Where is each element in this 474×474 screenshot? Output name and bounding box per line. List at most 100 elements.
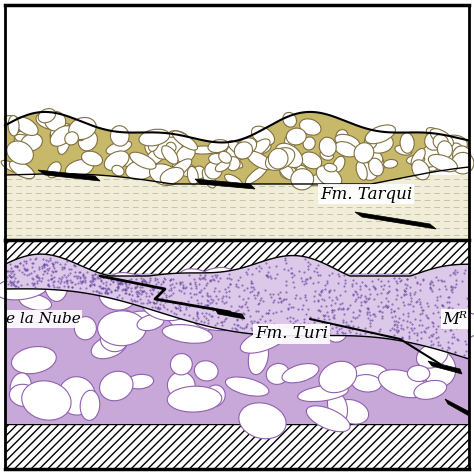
Ellipse shape — [249, 139, 270, 156]
Text: Fm. Turi: Fm. Turi — [255, 326, 328, 343]
Ellipse shape — [369, 158, 383, 176]
Ellipse shape — [336, 400, 369, 424]
Text: Mᴿ: Mᴿ — [443, 310, 467, 328]
Polygon shape — [428, 361, 462, 374]
Ellipse shape — [428, 155, 457, 172]
Ellipse shape — [21, 134, 42, 151]
Text: Fm. Tarqui: Fm. Tarqui — [320, 185, 412, 202]
Ellipse shape — [99, 279, 137, 310]
Ellipse shape — [100, 371, 133, 401]
Ellipse shape — [106, 141, 132, 155]
Ellipse shape — [0, 276, 49, 300]
Ellipse shape — [78, 130, 98, 151]
Ellipse shape — [236, 138, 256, 155]
Ellipse shape — [308, 174, 329, 186]
Polygon shape — [38, 170, 100, 181]
Ellipse shape — [168, 159, 192, 179]
Ellipse shape — [252, 126, 274, 146]
Ellipse shape — [208, 139, 228, 153]
Ellipse shape — [74, 317, 96, 340]
Ellipse shape — [370, 133, 386, 144]
Ellipse shape — [202, 168, 216, 188]
Ellipse shape — [414, 381, 447, 400]
Ellipse shape — [228, 141, 249, 157]
Ellipse shape — [352, 374, 382, 392]
Ellipse shape — [301, 152, 322, 169]
Ellipse shape — [234, 142, 253, 159]
Ellipse shape — [160, 167, 184, 184]
Ellipse shape — [225, 174, 243, 187]
Ellipse shape — [402, 320, 456, 335]
Ellipse shape — [65, 132, 78, 145]
Ellipse shape — [69, 118, 96, 139]
Ellipse shape — [247, 143, 271, 155]
Ellipse shape — [356, 161, 367, 180]
Ellipse shape — [148, 133, 160, 152]
Ellipse shape — [194, 361, 218, 381]
Ellipse shape — [219, 151, 231, 163]
Ellipse shape — [265, 148, 295, 170]
Ellipse shape — [438, 141, 453, 158]
Ellipse shape — [286, 128, 306, 145]
Ellipse shape — [111, 149, 134, 167]
Ellipse shape — [306, 406, 350, 432]
Ellipse shape — [100, 328, 127, 352]
Ellipse shape — [58, 377, 95, 415]
Ellipse shape — [268, 148, 288, 169]
Ellipse shape — [171, 354, 192, 375]
Ellipse shape — [126, 160, 156, 180]
Polygon shape — [215, 309, 245, 319]
Ellipse shape — [266, 364, 289, 384]
Ellipse shape — [145, 137, 169, 157]
Ellipse shape — [127, 374, 154, 389]
Ellipse shape — [364, 136, 377, 150]
Ellipse shape — [50, 124, 75, 142]
Ellipse shape — [10, 373, 31, 401]
Ellipse shape — [319, 361, 356, 392]
Ellipse shape — [110, 126, 129, 146]
Ellipse shape — [319, 137, 336, 156]
Ellipse shape — [203, 292, 235, 325]
Ellipse shape — [130, 152, 156, 169]
Ellipse shape — [295, 165, 309, 186]
Ellipse shape — [149, 164, 179, 185]
Ellipse shape — [167, 372, 195, 399]
Ellipse shape — [172, 131, 198, 150]
Ellipse shape — [14, 131, 31, 146]
Ellipse shape — [173, 162, 200, 177]
Ellipse shape — [282, 364, 319, 383]
Ellipse shape — [112, 165, 124, 176]
Ellipse shape — [178, 269, 223, 300]
Ellipse shape — [7, 141, 33, 164]
Ellipse shape — [167, 386, 222, 412]
Ellipse shape — [1, 160, 23, 174]
Text: e la Nube: e la Nube — [6, 312, 81, 326]
Ellipse shape — [166, 142, 176, 152]
Ellipse shape — [298, 385, 348, 401]
Ellipse shape — [4, 116, 30, 131]
Ellipse shape — [141, 290, 190, 320]
Ellipse shape — [336, 129, 348, 142]
Ellipse shape — [258, 269, 288, 286]
Ellipse shape — [22, 381, 71, 420]
Ellipse shape — [379, 370, 427, 398]
Ellipse shape — [19, 294, 52, 310]
Ellipse shape — [400, 133, 414, 153]
Bar — [5, 240, 469, 274]
Polygon shape — [355, 212, 436, 229]
Ellipse shape — [423, 162, 437, 171]
Ellipse shape — [64, 126, 84, 141]
Ellipse shape — [335, 134, 360, 149]
Ellipse shape — [407, 155, 425, 164]
Ellipse shape — [9, 384, 38, 407]
Ellipse shape — [395, 146, 412, 155]
Ellipse shape — [209, 154, 225, 164]
Polygon shape — [5, 254, 469, 359]
Ellipse shape — [440, 313, 474, 340]
Ellipse shape — [333, 156, 345, 172]
Ellipse shape — [275, 143, 302, 167]
Ellipse shape — [162, 325, 212, 343]
Bar — [5, 274, 469, 424]
Ellipse shape — [187, 166, 198, 185]
Ellipse shape — [239, 403, 286, 439]
